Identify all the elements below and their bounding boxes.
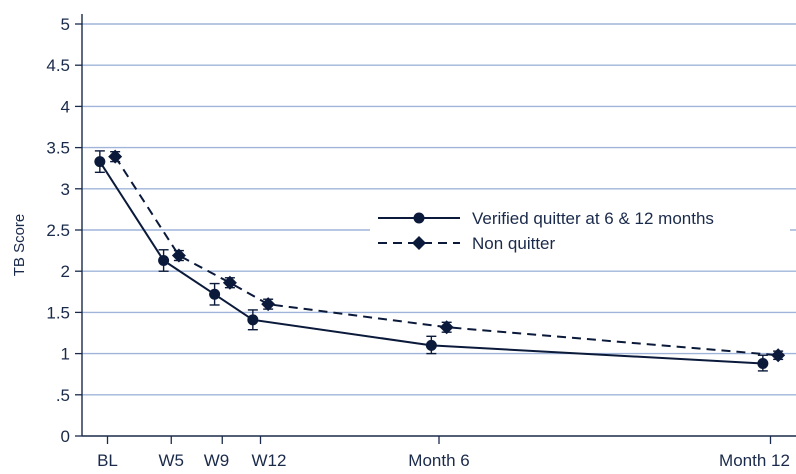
axes [75,14,796,444]
series-line [98,161,763,365]
y-tick-label: 1.5 [46,303,70,322]
y-tick-labels: 0 .5 1 1.5 2 2.5 3 3.5 4 4.5 5 [46,15,70,446]
x-tick-labels: BL W5 W9 W12 Month 6 Month 12 [97,451,790,470]
y-tick-label: 4 [61,97,70,116]
data-point [771,348,786,363]
series-line [114,156,779,357]
series-nonquitter [108,149,786,363]
data-point [439,320,454,335]
data-point [94,156,106,168]
data-point [757,357,769,369]
series-quitter [94,150,769,372]
y-tick-label: 4.5 [46,56,70,75]
legend-background [370,204,790,260]
x-tick-label: Month 12 [719,451,790,470]
legend: Verified quitter at 6 & 12 months Non qu… [370,204,790,260]
data-point [158,254,170,266]
y-tick-label: 2 [61,262,70,281]
y-tick-label: .5 [56,386,70,405]
x-tick-label: W5 [159,451,185,470]
data-point [209,288,221,300]
series [94,149,786,372]
x-tick-label: W12 [252,451,287,470]
legend-label-nonquitter: Non quitter [472,234,555,253]
data-point [108,149,123,164]
data-point [171,248,186,263]
data-point [222,275,237,290]
y-tick-label: 2.5 [46,221,70,240]
legend-label-quitter: Verified quitter at 6 & 12 months [472,209,714,228]
y-tick-label: 5 [61,15,70,34]
x-tick-label: Month 6 [408,451,469,470]
y-axis-title: TB Score [11,214,28,277]
legend-marker-quitter [413,212,425,224]
y-tick-label: 0 [61,427,70,446]
legend-marker-nonquitter [412,236,426,250]
data-point [425,339,437,351]
x-tick-label: W9 [204,451,230,470]
y-tick-label: 3 [61,180,70,199]
data-point [247,314,259,326]
x-tick-label: BL [97,451,118,470]
y-tick-label: 3.5 [46,139,70,158]
data-point [261,297,276,312]
y-tick-label: 1 [61,345,70,364]
